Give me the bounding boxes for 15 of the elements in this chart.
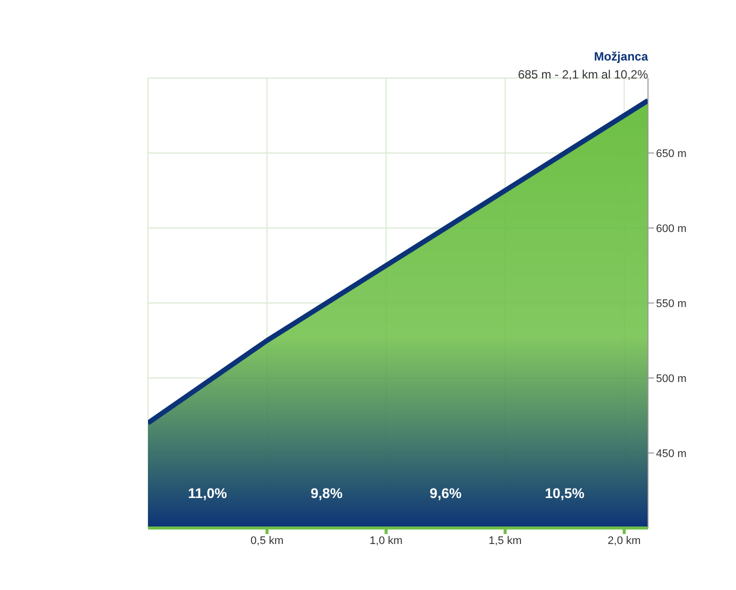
- x-tick-label: 1,5 km: [488, 534, 522, 547]
- y-tick-label: 550 m: [656, 298, 687, 310]
- x-tick-label: 1,0 km: [370, 534, 403, 547]
- y-tick-label: 500 m: [656, 372, 687, 385]
- y-tick-label: 650 m: [656, 148, 687, 160]
- annotation: 9,8%: [310, 485, 344, 501]
- y-tick-label: 600 m: [656, 222, 687, 235]
- y-tick-label: 450 m: [656, 448, 687, 460]
- annotation: 685 m - 2,1 km al 10,2%: [518, 68, 648, 82]
- text: Možjanca: [594, 50, 648, 64]
- annotation: 11,0%: [188, 485, 228, 501]
- x-tick-label: 2,0 km: [608, 534, 641, 547]
- x-tick-label: 0,5 km: [250, 534, 284, 547]
- annotation: 9,6%: [430, 485, 462, 501]
- annotation: 10,5%: [544, 485, 586, 501]
